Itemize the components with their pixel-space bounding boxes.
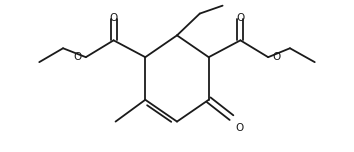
Text: O: O bbox=[235, 123, 244, 133]
Text: O: O bbox=[74, 52, 82, 62]
Text: O: O bbox=[236, 13, 245, 23]
Text: O: O bbox=[109, 13, 118, 23]
Text: O: O bbox=[272, 52, 280, 62]
